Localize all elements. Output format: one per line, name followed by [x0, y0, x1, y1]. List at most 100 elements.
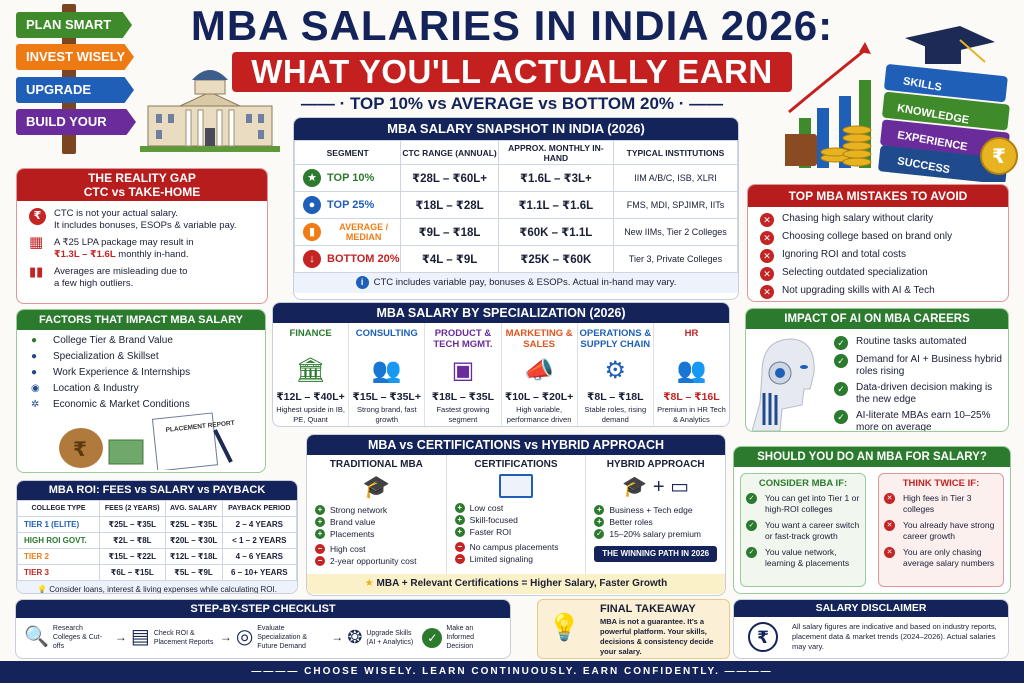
checklist-step: Check ROI & Placement Reports	[153, 629, 214, 646]
spec-consulting: CONSULTING 👥 ₹15L – ₹35L+ Strong brand, fas…	[349, 323, 426, 426]
spec-range: ₹15L – ₹35L+	[352, 391, 421, 403]
check-icon: ✓	[834, 336, 848, 350]
check-icon: ✓	[746, 520, 757, 531]
consider-item: You can get into Tier 1 or high-ROI coll…	[765, 493, 860, 514]
spec-desc: Fastest growing segment	[436, 405, 490, 424]
x-icon: ✕	[760, 231, 774, 245]
plus-icon: +	[315, 505, 325, 515]
spec-range: ₹8L – ₹16L	[663, 391, 720, 403]
ctc-range: ₹9L – ₹18L	[400, 218, 499, 246]
check-circle-icon: ✓	[422, 627, 443, 648]
snapshot-row: ● TOP 25% ₹18L – ₹28L ₹1.1L – ₹1.6L FMS, …	[294, 191, 738, 219]
compare-hybrid: HYBRID APPROACH 🎓 + ▭ + Business + Tech e…	[586, 455, 725, 574]
lightbulb-icon: 💡	[548, 612, 581, 642]
disclaimer-title: SALARY DISCLAIMER	[734, 600, 1008, 617]
reality-text: It includes bonuses, ESOPs & variable pa…	[54, 220, 237, 231]
roi-row: TIER 3 ₹6L – ₹15L ₹5L – ₹9L 6 – 10+ YEAR…	[17, 564, 297, 581]
spec-name: PRODUCT & TECH MGMT.	[433, 328, 493, 350]
check-icon: ✓	[834, 354, 848, 368]
monthly-inhand: ₹25K – ₹60K	[497, 245, 614, 273]
certificate-icon	[499, 474, 533, 498]
snapshot-row: ↓ BOTTOM 20% ₹4L – ₹9L ₹25K – ₹60K Tier 3…	[294, 245, 738, 273]
footer-banner: ———— CHOOSE WISELY. LEARN CONTINUOUSLY. …	[0, 661, 1024, 683]
takeaway-text: MBA is not a guarantee. It's a powerful …	[600, 617, 714, 656]
briefcase-user-icon: ●	[31, 367, 38, 378]
plus-icon: +	[315, 517, 325, 527]
roi-type: TIER 2	[17, 548, 100, 565]
roi-col-header: COLLEGE TYPE	[17, 500, 100, 517]
segment-label: TOP 10%	[327, 172, 375, 184]
specialization-title: MBA SALARY BY SPECIALIZATION (2026)	[273, 303, 729, 323]
roi-type: HIGH ROI GOVT.	[17, 532, 100, 549]
document-icon: ▤	[130, 626, 150, 648]
segment-label: BOTTOM 20%	[327, 253, 400, 265]
minus-icon: −	[315, 544, 325, 554]
compare-title: MBA vs CERTIFICATIONS vs HYBRID APPROACH	[307, 435, 725, 455]
reality-highlight: ₹1.3L – ₹1.6L	[54, 249, 116, 260]
reality-text: CTC is not your actual salary.	[54, 208, 178, 219]
plus-icon: +	[454, 527, 465, 537]
compare-summary: MBA + Relevant Certifications = Higher S…	[376, 578, 668, 589]
reality-subtitle: CTC vs TAKE-HOME	[83, 185, 201, 199]
roi-card: MBA ROI: FEES vs SALARY vs PAYBACK COLLE…	[16, 480, 298, 594]
x-icon: ✕	[884, 547, 895, 558]
sign-plan-smart: PLAN SMART	[16, 12, 132, 38]
x-icon: ✕	[760, 267, 774, 281]
checklist-step: Evaluate Specialization & Future Demand	[257, 625, 308, 650]
snapshot-title: MBA SALARY SNAPSHOT IN INDIA (2026)	[294, 118, 738, 140]
roi-col-header: FEES (2 YEARS)	[98, 500, 166, 517]
roi-salary: ₹12L – ₹18L	[164, 548, 223, 565]
spec-name: MARKETING & SALES	[505, 328, 573, 350]
checklist-step: Research Colleges & Cut-offs	[52, 625, 102, 650]
think-item: High fees in Tier 3 colleges	[903, 493, 972, 514]
star-icon: ★	[364, 578, 374, 589]
monthly-inhand: ₹1.6L – ₹3L+	[497, 164, 614, 192]
roi-fees: ₹25L – ₹35L	[98, 516, 166, 533]
pro-item: Brand value	[330, 517, 376, 527]
pro-item: Strong network	[330, 505, 388, 515]
roi-row: TIER 1 (ELITE) ₹25L – ₹35L ₹25L – ₹35L 2…	[17, 516, 297, 533]
roi-payback: < 1 – 2 YEARS	[221, 532, 297, 549]
spec-operations: OPERATIONS & SUPPLY CHAIN ⚙ ₹8L – ₹18L Stab…	[578, 323, 654, 426]
factors-title: FACTORS THAT IMPACT MBA SALARY	[17, 310, 265, 330]
roi-title: MBA ROI: FEES vs SALARY vs PAYBACK	[17, 481, 297, 500]
think-item: You already have strong career growth	[903, 520, 995, 541]
roi-col-header: AVG. SALARY	[164, 500, 223, 517]
snapshot-col-header: SEGMENT	[294, 140, 402, 165]
monthly-inhand: ₹60K – ₹1.1L	[497, 218, 614, 246]
x-icon: ✕	[760, 249, 774, 263]
subtitle: —— · TOP 10% vs AVERAGE vs BOTTOM 20% · …	[300, 94, 724, 113]
spec-product-tech: PRODUCT & TECH MGMT. ▣ ₹18L – ₹35L Fastest …	[425, 323, 502, 426]
mistake-item: Choosing college based on brand only	[782, 231, 953, 242]
ctc-range: ₹18L – ₹28L	[400, 191, 499, 219]
spec-marketing: MARKETING & SALES 📣 ₹10L – ₹20L+ High varia…	[502, 323, 578, 426]
group-icon: 👥	[676, 356, 707, 384]
check-icon: ✓	[746, 493, 757, 504]
roi-payback: 6 – 10+ YEARS	[221, 564, 297, 581]
spec-desc: High variable, performance driven	[506, 405, 572, 424]
mistake-item: Selecting outdated specialization	[782, 267, 928, 278]
grad-cap-icon: 🎓	[362, 474, 391, 499]
pro-item: Skill-focused	[469, 515, 518, 525]
ai-item: Routine tasks automated	[856, 336, 967, 347]
compare-head: CERTIFICATIONS	[474, 459, 558, 470]
consider-item: You value network, learning & placements	[765, 547, 850, 568]
consider-mba-box: CONSIDER MBA IF: ✓ You can get into Tier …	[740, 473, 866, 587]
roi-payback: 4 – 6 YEARS	[221, 548, 297, 565]
institutions: New IIMs, Tier 2 Colleges	[612, 218, 738, 246]
spec-range: ₹10L – ₹20L+	[504, 391, 574, 403]
spec-name: FINANCE	[289, 328, 332, 339]
should-title: SHOULD YOU DO AN MBA FOR SALARY?	[734, 447, 1010, 467]
snapshot-row: ★ TOP 10% ₹28L – ₹60L+ ₹1.6L – ₹3L+ IIM A…	[294, 164, 738, 192]
sign-build-future: BUILD YOUR FUTURE	[16, 109, 136, 135]
should-you-card: SHOULD YOU DO AN MBA FOR SALARY? CONSIDE…	[733, 446, 1011, 594]
info-icon: i	[355, 276, 369, 289]
robot-head-icon	[752, 338, 815, 431]
spec-desc: Highest upside in IB, PE, Quant	[276, 405, 345, 424]
pro-item: Better roles	[609, 517, 653, 527]
star-icon: ★	[303, 169, 321, 187]
spec-finance: FINANCE 🏛 ₹12L – ₹40L+ Highest upside in IB…	[273, 323, 350, 426]
target-icon: ◎	[235, 626, 254, 648]
think-twice-box: THINK TWICE IF: ✕ High fees in Tier 3 col…	[878, 473, 1004, 587]
